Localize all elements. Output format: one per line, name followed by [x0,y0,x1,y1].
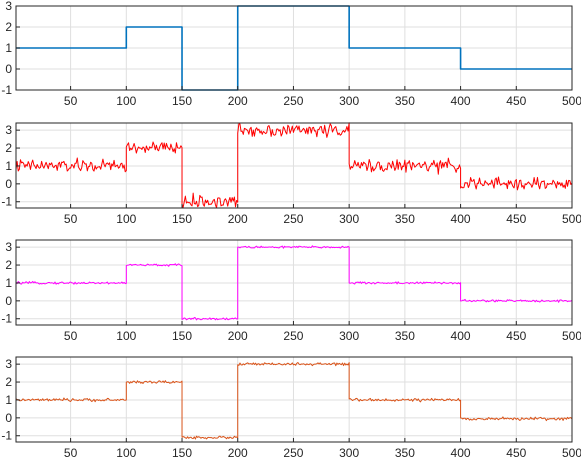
x-tick-label: 450 [506,329,526,343]
y-tick-label: -1 [1,83,12,97]
y-tick-label: -1 [1,429,12,443]
x-tick-label: 100 [116,329,136,343]
y-tick-label: 2 [5,258,12,272]
x-tick-label: 400 [451,94,471,108]
x-tick-label: 100 [116,94,136,108]
subplot-4: 50 100 150 200 250 300 350 400 450 500 -1 0 1 2 3 [1,356,581,460]
x-tick-label: 300 [339,329,359,343]
subplot-3: 50 100 150 200 250 300 350 400 450 500 -1 0 1 2 3 [1,239,581,343]
y-tick-label: 0 [5,411,12,425]
x-tick-label: 200 [228,212,248,226]
x-tick-label: 500 [562,446,581,460]
x-tick-label: 200 [228,94,248,108]
x-tick-label: 150 [172,212,192,226]
y-tick-label: 0 [5,294,12,308]
x-tick-label: 400 [451,212,471,226]
x-tick-label: 200 [228,329,248,343]
y-tick-label: 3 [5,123,12,137]
series-line [16,5,572,91]
y-tick-label: 3 [5,0,12,13]
y-tick-label: 3 [5,240,12,254]
x-tick-label: 350 [395,212,415,226]
y-tick-label: 0 [5,62,12,76]
x-tick-label: 350 [395,329,415,343]
y-tick-label: 2 [5,141,12,155]
x-tick-label: 50 [64,94,78,108]
subplot-1: 50 100 150 200 250 300 350 400 450 500 -1 0 1 2 3 [1,0,581,108]
y-tick-label: 1 [5,159,12,173]
x-tick-label: 150 [172,94,192,108]
x-tick-label: 400 [451,446,471,460]
x-tick-label: 350 [395,94,415,108]
x-tick-label: 500 [562,94,581,108]
x-tick-label: 300 [339,212,359,226]
y-tick-label: 3 [5,357,12,371]
x-tick-label: 50 [64,329,78,343]
x-tick-label: 250 [283,212,303,226]
x-tick-label: 500 [562,329,581,343]
x-tick-label: 250 [283,94,303,108]
y-tick-label: 1 [5,41,12,55]
y-tick-label: -1 [1,195,12,209]
x-tick-label: 100 [116,212,136,226]
x-tick-label: 300 [339,446,359,460]
x-tick-label: 50 [64,212,78,226]
x-tick-label: 150 [172,329,192,343]
y-tick-label: 1 [5,393,12,407]
series-line [16,245,572,321]
subplot-2: 50 100 150 200 250 300 350 400 450 500 -1 0 1 2 3 [1,122,581,226]
series-line [16,361,572,440]
x-tick-label: 300 [339,94,359,108]
x-tick-label: 150 [172,446,192,460]
y-tick-label: 2 [5,20,12,34]
x-tick-label: 250 [283,329,303,343]
x-tick-label: 100 [116,446,136,460]
x-tick-label: 450 [506,94,526,108]
x-tick-label: 450 [506,212,526,226]
x-tick-label: 400 [451,329,471,343]
y-tick-label: 2 [5,375,12,389]
series-line [16,122,572,209]
x-tick-label: 50 [64,446,78,460]
x-tick-label: 250 [283,446,303,460]
x-tick-label: 500 [562,212,581,226]
x-tick-label: 450 [506,446,526,460]
y-tick-label: 1 [5,276,12,290]
x-tick-label: 200 [228,446,248,460]
x-tick-label: 350 [395,446,415,460]
y-tick-label: 0 [5,177,12,191]
y-tick-label: -1 [1,312,12,326]
